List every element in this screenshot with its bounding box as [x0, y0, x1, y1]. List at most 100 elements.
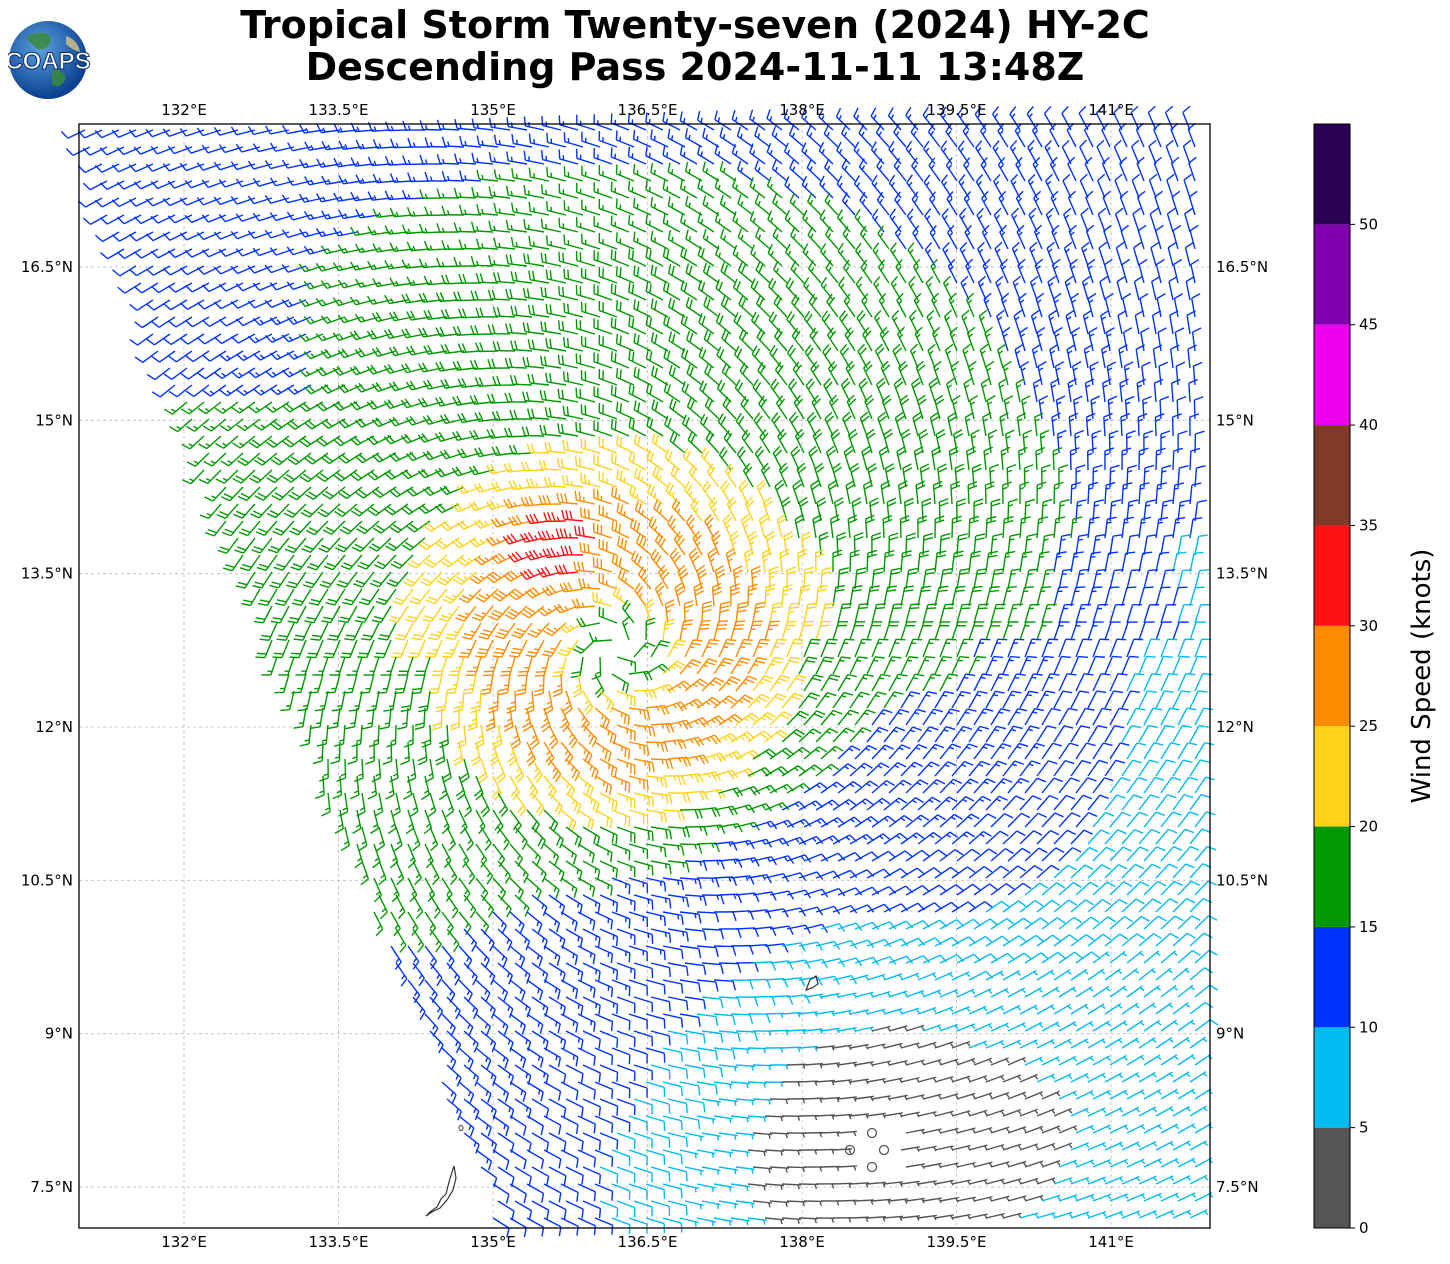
wind-barb [199, 503, 222, 520]
wind-barb [1062, 173, 1072, 199]
wind-barb [1132, 241, 1142, 267]
wind-barb [1092, 568, 1107, 590]
wind-barbs [60, 105, 1219, 1238]
wind-barb [334, 503, 358, 517]
wind-barb [151, 350, 176, 363]
wind-barb [777, 428, 788, 454]
wind-barb [1189, 655, 1207, 675]
wind-barb [633, 826, 654, 842]
wind-barb [917, 515, 928, 539]
wind-barb [453, 187, 477, 199]
wind-barb [198, 435, 222, 450]
wind-barb [667, 1098, 688, 1113]
wind-barb [582, 860, 601, 880]
wind-barb [810, 479, 821, 505]
wind-barb [1075, 1159, 1095, 1168]
wind-barb [664, 599, 675, 624]
wind-barb [1037, 361, 1047, 386]
wind-barb [579, 542, 601, 556]
wind-barb [168, 316, 193, 328]
wind-barb [1126, 1089, 1145, 1100]
wind-barb [1119, 378, 1129, 403]
wind-barb [684, 678, 709, 692]
wind-barb [1011, 207, 1021, 233]
wind-barb [806, 192, 822, 216]
wind-barb [577, 707, 590, 732]
wind-barb [440, 554, 465, 568]
wind-barb [884, 463, 895, 488]
wind-barb [1109, 603, 1126, 624]
wind-barb [824, 158, 839, 182]
wind-barb [526, 1081, 544, 1102]
wind-barb [543, 945, 561, 966]
wind-barb [615, 401, 635, 420]
wind-barb [509, 1081, 527, 1102]
wind-barb [747, 583, 758, 607]
wind-barb [540, 184, 562, 199]
wind-barb [1075, 742, 1096, 760]
wind-barb [492, 1047, 509, 1069]
wind-barb [650, 758, 674, 770]
wind-barb [1170, 344, 1180, 369]
wind-barb [196, 299, 222, 310]
wind-barb [928, 191, 941, 216]
lat-tick-label-right: 15°N [1216, 411, 1254, 429]
wind-barb [305, 486, 329, 500]
wind-barb [179, 231, 205, 241]
wind-barb [888, 1198, 908, 1204]
wind-barb [912, 258, 924, 284]
wind-barb [610, 452, 630, 471]
wind-barb [434, 467, 460, 478]
wind-barb [1194, 603, 1211, 624]
wind-barb [1036, 969, 1055, 981]
wind-barb [400, 398, 426, 409]
wind-barb [645, 146, 664, 165]
wind-barb [561, 474, 584, 488]
wind-barb [402, 120, 426, 131]
wind-barb [418, 537, 443, 551]
wind-barb [645, 1081, 666, 1097]
wind-barb [303, 350, 329, 360]
wind-barb [1172, 1036, 1191, 1049]
wind-barb [836, 175, 851, 199]
wind-barb [1027, 139, 1038, 165]
wind-barb [900, 1111, 920, 1118]
wind-barb [862, 480, 873, 505]
wind-barb [521, 461, 545, 472]
wind-barb [1171, 190, 1181, 216]
wind-barb [1019, 516, 1031, 539]
wind-barb [611, 1081, 631, 1099]
wind-barb [673, 531, 686, 556]
wind-barb [905, 638, 923, 658]
wind-barb [1189, 551, 1204, 573]
wind-barb [981, 412, 992, 437]
wind-barb [377, 622, 397, 641]
wind-barb [531, 1030, 549, 1051]
wind-barb [473, 775, 484, 801]
wind-barb [888, 990, 908, 998]
wind-barb [359, 673, 375, 694]
wind-barb [162, 265, 188, 276]
wind-barb [1092, 985, 1111, 998]
wind-barb [704, 363, 720, 386]
wind-barb [446, 1030, 462, 1054]
wind-barb [667, 196, 686, 216]
wind-barb [849, 1009, 869, 1015]
wind-barb [543, 1013, 561, 1034]
wind-barb [917, 585, 932, 607]
wind-barb [837, 567, 849, 590]
wind-barb [1114, 173, 1123, 199]
wind-barb [372, 173, 397, 184]
wind-barb [1160, 950, 1178, 964]
wind-barb [1013, 309, 1023, 335]
wind-barb [599, 1098, 619, 1116]
wind-barb [1053, 516, 1066, 539]
wind-barb [684, 1166, 704, 1176]
wind-barb [488, 220, 511, 233]
wind-barb [956, 1196, 976, 1203]
wind-barb [1034, 412, 1044, 437]
wind-barb [379, 707, 392, 730]
wind-barb [1092, 1055, 1111, 1066]
wind-barb [740, 395, 754, 420]
wind-barb [1067, 378, 1077, 403]
